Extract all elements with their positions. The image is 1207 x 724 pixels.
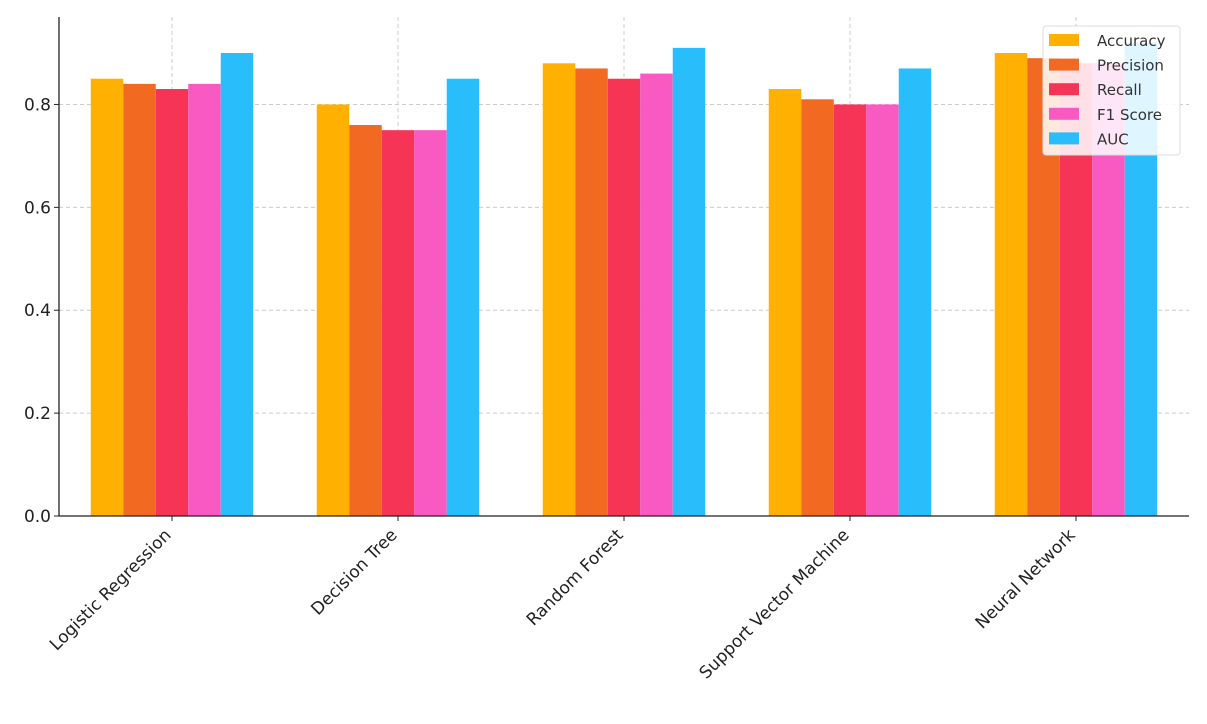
bar-auc [220,53,254,516]
bar-precision [123,83,156,517]
x-tick-label: Decision Tree [307,525,401,619]
y-tick-label: 0.2 [24,404,51,424]
x-tick-label: Logistic Regression [46,525,175,654]
legend-label: Accuracy [1097,32,1166,50]
bars [90,42,1158,517]
y-tick-label: 0.8 [24,95,51,115]
bar-f1-score [188,83,221,517]
legend-swatch [1049,107,1079,120]
bar-f1-score [414,130,447,516]
legend-swatch [1049,83,1079,96]
bar-f1-score [866,104,899,516]
legend-label: AUC [1097,130,1129,148]
legend-swatch [1049,132,1079,145]
bar-accuracy [768,89,802,516]
bar-precision [801,99,834,517]
bar-recall [833,104,867,516]
bar-auc [672,47,706,517]
legend-box [1042,25,1181,156]
x-tick-label: Neural Network [972,525,1080,633]
legend: Accuracy Precision Recall F1 Score AUC [1042,25,1181,156]
bar-recall [607,78,641,516]
bar-precision [349,125,382,516]
y-tick-label: 0.4 [24,301,51,321]
bar-recall [155,89,189,516]
bar-auc [898,68,932,516]
bar-accuracy [316,104,350,516]
y-axis-ticks: 0.0 0.2 0.4 0.6 0.8 [24,95,59,527]
legend-label: Precision [1097,57,1164,75]
x-tick-label: Random Forest [523,525,628,630]
bar-f1-score [640,73,673,516]
bar-accuracy [90,78,124,516]
bar-auc [446,78,480,516]
legend-label: Recall [1097,81,1142,99]
bar-recall [381,130,415,516]
bar-accuracy [542,63,576,516]
x-axis-ticks: Logistic Regression Decision Tree Random F… [46,516,1080,683]
legend-swatch [1049,34,1079,46]
y-tick-label: 0.0 [24,507,51,527]
y-tick-label: 0.6 [24,198,51,218]
bar-precision [575,68,608,516]
legend-swatch [1049,58,1079,71]
legend-label: F1 Score [1097,106,1162,124]
x-tick-label: Support Vector Machine [696,525,854,683]
bar-accuracy [994,53,1028,516]
